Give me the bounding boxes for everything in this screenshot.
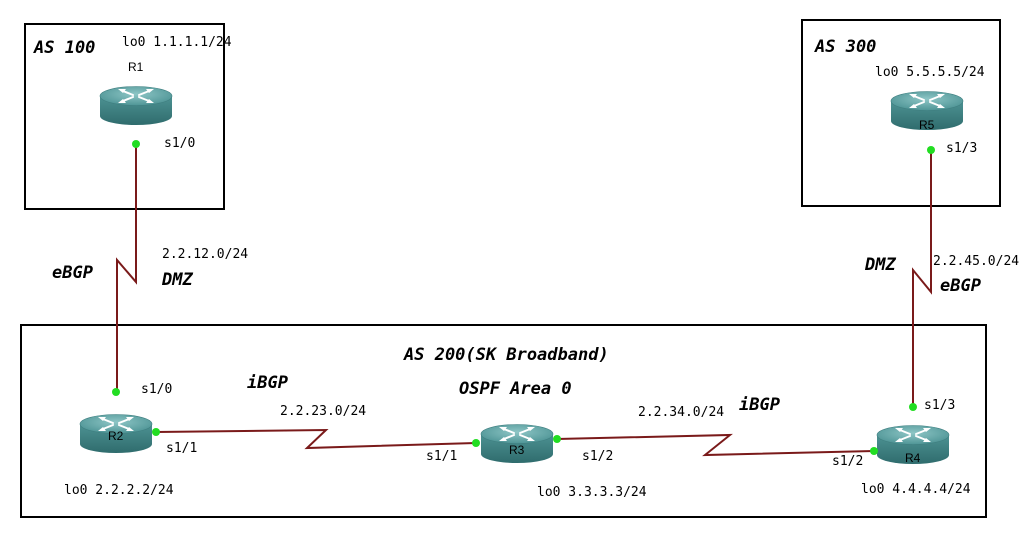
port-r2-s10 xyxy=(112,388,120,396)
link-r2-r3-type: iBGP xyxy=(247,373,289,393)
link-r1-r2-subnet: 2.2.12.0/24 xyxy=(162,247,248,262)
r1-s10-label: s1/0 xyxy=(164,136,195,151)
port-r4-s13 xyxy=(909,403,917,411)
link-r1-r2-zone: DMZ xyxy=(161,270,193,290)
as300-box xyxy=(801,19,1001,207)
r5-s13-label: s1/3 xyxy=(946,141,977,156)
r2-loopback: lo0 2.2.2.2/24 xyxy=(64,483,174,498)
as300-title: AS 300 xyxy=(814,37,876,57)
router-r1[interactable] xyxy=(99,85,173,126)
as100-box xyxy=(24,23,225,210)
as200-title: AS 200(SK Broadband) xyxy=(403,345,609,365)
link-r3-r4-subnet: 2.2.34.0/24 xyxy=(638,405,724,420)
link-r3-r4-type: iBGP xyxy=(739,395,781,415)
r5-name: R5 xyxy=(919,118,935,132)
r3-s12-label: s1/2 xyxy=(582,449,613,464)
port-r3-s11 xyxy=(472,439,480,447)
links xyxy=(116,144,932,457)
r3-name: R3 xyxy=(509,443,525,457)
link-r1-r2-type: eBGP xyxy=(52,263,94,283)
port-r2-s11 xyxy=(152,428,160,436)
as100-title: AS 100 xyxy=(33,38,95,58)
ospf-area-label: OSPF Area 0 xyxy=(459,379,572,399)
port-r5-s13 xyxy=(927,146,935,154)
r1-name: R1 xyxy=(128,60,144,74)
r5-loopback: lo0 5.5.5.5/24 xyxy=(875,65,985,80)
link-r4-r5 xyxy=(912,150,932,407)
r3-s11-label: s1/1 xyxy=(426,449,457,464)
ports xyxy=(112,140,935,455)
r4-name: R4 xyxy=(905,451,921,465)
link-r4-r5-zone: DMZ xyxy=(864,255,896,275)
r2-name: R2 xyxy=(108,429,124,443)
r1-loopback: lo0 1.1.1.1/24 xyxy=(122,35,232,50)
port-r1-s10 xyxy=(132,140,140,148)
link-r4-r5-type: eBGP xyxy=(940,276,982,296)
link-r4-r5-subnet: 2.2.45.0/24 xyxy=(933,254,1019,269)
r3-loopback: lo0 3.3.3.3/24 xyxy=(537,485,647,500)
r4-s13-label: s1/3 xyxy=(924,398,955,413)
as200-box xyxy=(20,324,987,518)
port-r4-s12 xyxy=(870,447,878,455)
link-r3-r4 xyxy=(556,433,875,457)
r4-loopback: lo0 4.4.4.4/24 xyxy=(861,482,971,497)
link-r2-r3-subnet: 2.2.23.0/24 xyxy=(280,404,366,419)
link-r2-r3 xyxy=(155,428,477,450)
port-r3-s12 xyxy=(553,435,561,443)
r4-s12-label: s1/2 xyxy=(832,454,863,469)
link-r1-r2 xyxy=(116,144,137,392)
r2-s11-label: s1/1 xyxy=(166,441,197,456)
r2-s10-label: s1/0 xyxy=(141,382,172,397)
